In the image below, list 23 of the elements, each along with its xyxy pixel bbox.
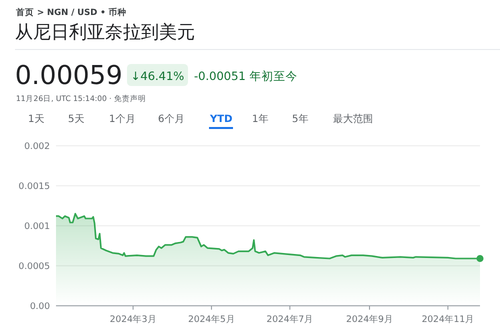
x-tick-label: 2024年7月 [266, 314, 314, 325]
y-tick-label: 0.0015 [18, 182, 50, 192]
x-tick-label: 2024年9月 [346, 314, 393, 325]
y-tick-label: 0.001 [24, 222, 50, 232]
chart-title: 从尼日利亚奈拉到美元 [15, 22, 195, 43]
text: 最大范围 [333, 113, 373, 125]
y-tick-label: 0.002 [24, 142, 50, 152]
text: ↓46.41% [130, 69, 184, 83]
text: 6个月 [158, 113, 184, 125]
y-tick-label: 0.0005 [18, 262, 50, 272]
text: YTD [209, 114, 232, 125]
text: 5天 [68, 114, 84, 125]
text: 1个月 [109, 113, 136, 125]
text: 0.00059 [15, 61, 123, 91]
x-tick-label: 2024年5月 [188, 314, 235, 325]
x-tick-label: 2024年11月 [422, 314, 474, 325]
text: 1天 [28, 114, 44, 125]
y-tick-label: 0.00 [30, 302, 50, 312]
x-tick-label: 2024年3月 [110, 314, 156, 325]
text: 首页 > NGN / USD • 币种 [15, 7, 127, 18]
text: 1年 [252, 113, 268, 125]
text: -0.00051 年初至今 [194, 69, 298, 83]
text: 5年 [292, 113, 308, 125]
